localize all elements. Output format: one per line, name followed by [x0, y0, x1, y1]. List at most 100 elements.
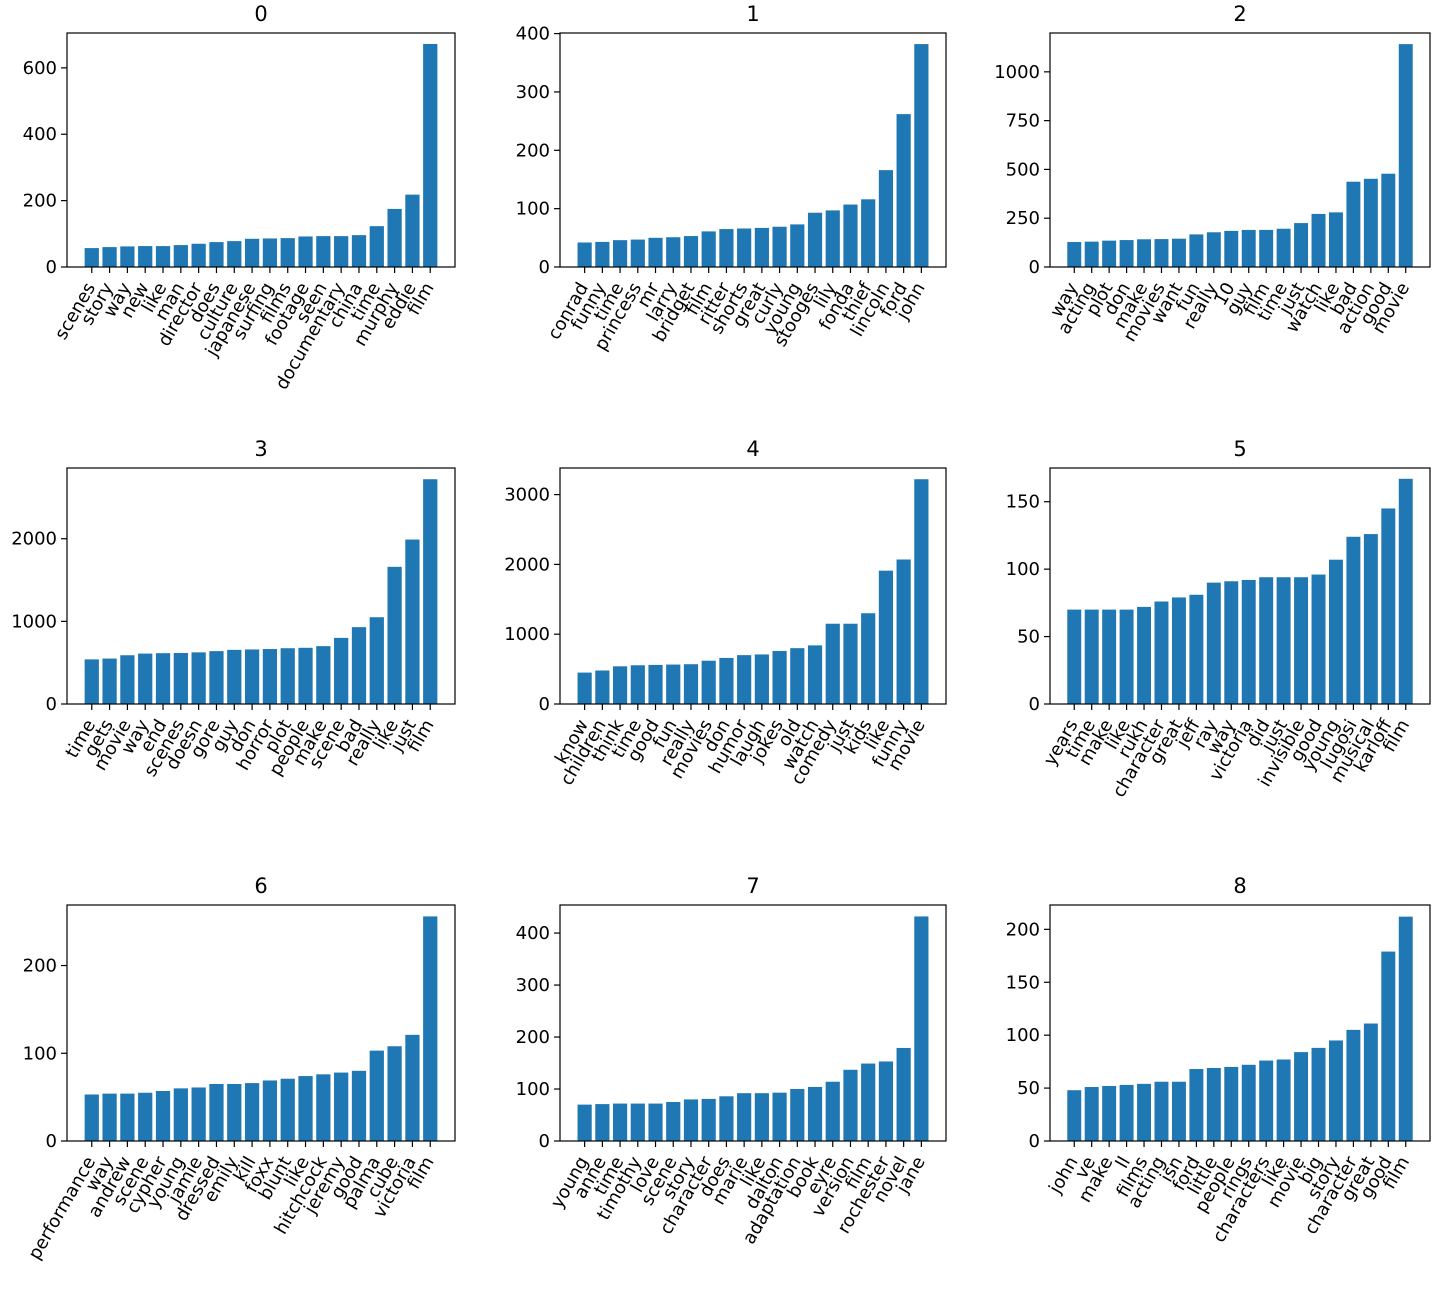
bar — [1206, 232, 1221, 267]
bar — [1067, 242, 1082, 267]
bar — [612, 1103, 628, 1141]
bar — [138, 1092, 153, 1141]
bar — [1084, 609, 1099, 704]
y-tick-label: 200 — [516, 140, 550, 161]
bar — [630, 1103, 645, 1141]
y-tick-label: 200 — [23, 191, 57, 212]
bar — [1067, 609, 1082, 704]
bar — [405, 539, 420, 704]
bar — [1137, 239, 1152, 267]
bar — [244, 1083, 260, 1141]
bar — [1363, 534, 1378, 704]
y-tick-label: 150 — [1006, 492, 1040, 513]
bar — [1154, 601, 1169, 704]
subplot-title: 4 — [746, 437, 759, 461]
bar — [1363, 1023, 1378, 1141]
bar — [369, 617, 384, 704]
bar — [1171, 1081, 1186, 1141]
bar — [790, 1089, 805, 1141]
bar — [1102, 240, 1117, 267]
y-tick-label: 500 — [1006, 159, 1040, 180]
y-tick-label: 400 — [516, 923, 550, 944]
bar — [1154, 1081, 1169, 1141]
subplot-title: 0 — [254, 2, 267, 26]
bar — [191, 243, 206, 267]
y-tick-label: 3000 — [504, 485, 550, 506]
subplot-title: 5 — [1233, 437, 1246, 461]
bar — [280, 238, 295, 267]
bar — [577, 242, 592, 267]
bar — [1259, 229, 1274, 267]
y-tick-label: 150 — [1006, 972, 1040, 993]
y-tick-label: 50 — [1017, 627, 1040, 648]
bar — [1067, 1090, 1082, 1141]
bar — [209, 242, 224, 267]
bar — [138, 246, 153, 267]
bar — [102, 1093, 117, 1141]
bar — [666, 237, 681, 267]
bar — [861, 1063, 876, 1141]
y-tick-label: 2000 — [11, 529, 57, 550]
y-tick-label: 0 — [46, 694, 57, 715]
bar — [1398, 916, 1413, 1141]
bar — [84, 248, 99, 267]
bar — [719, 229, 734, 267]
y-tick-label: 1000 — [994, 62, 1040, 83]
bar — [1137, 1083, 1152, 1141]
bar — [1119, 609, 1134, 704]
bar — [280, 1078, 295, 1141]
bar — [1294, 223, 1309, 267]
bar — [298, 647, 313, 704]
axes-frame — [559, 467, 947, 705]
bar — [666, 1102, 681, 1141]
bar — [1084, 1087, 1099, 1141]
bar — [807, 645, 823, 704]
bar — [630, 239, 645, 267]
y-tick-label: 100 — [1006, 1025, 1040, 1046]
bar — [316, 646, 331, 704]
bar — [1171, 597, 1186, 704]
bar — [754, 1093, 769, 1141]
bar — [719, 1096, 734, 1141]
bar — [1398, 478, 1413, 704]
y-tick-label: 0 — [1029, 1131, 1040, 1152]
bar — [701, 660, 716, 704]
bar — [405, 1034, 420, 1141]
bar — [648, 664, 663, 704]
bar — [683, 1099, 699, 1141]
bar — [244, 238, 260, 267]
bar — [1276, 1059, 1291, 1141]
bar — [387, 208, 402, 267]
bar — [577, 1104, 592, 1141]
bar — [1189, 594, 1204, 704]
bar — [666, 664, 681, 704]
subplot-title: 6 — [254, 874, 267, 898]
bar — [227, 649, 242, 704]
axes-frame — [559, 904, 947, 1142]
bar — [701, 231, 716, 267]
bar — [1346, 181, 1361, 267]
bar — [612, 666, 628, 704]
bar — [1119, 1084, 1134, 1141]
bar — [843, 1069, 858, 1141]
y-tick-label: 1000 — [504, 624, 550, 645]
bar — [244, 649, 260, 704]
bar — [1398, 44, 1413, 268]
bar — [754, 227, 769, 267]
bar — [896, 114, 911, 268]
bar — [369, 226, 384, 267]
bar — [1189, 234, 1204, 267]
y-tick-label: 100 — [516, 199, 550, 220]
bar — [878, 570, 894, 704]
bar — [1328, 1040, 1343, 1141]
bar — [423, 43, 438, 268]
bar — [191, 1087, 206, 1141]
bar — [861, 613, 876, 704]
y-tick-label: 400 — [23, 124, 57, 145]
bar — [262, 1080, 278, 1141]
bar — [790, 648, 805, 704]
bar — [84, 659, 99, 704]
bar — [351, 235, 367, 267]
